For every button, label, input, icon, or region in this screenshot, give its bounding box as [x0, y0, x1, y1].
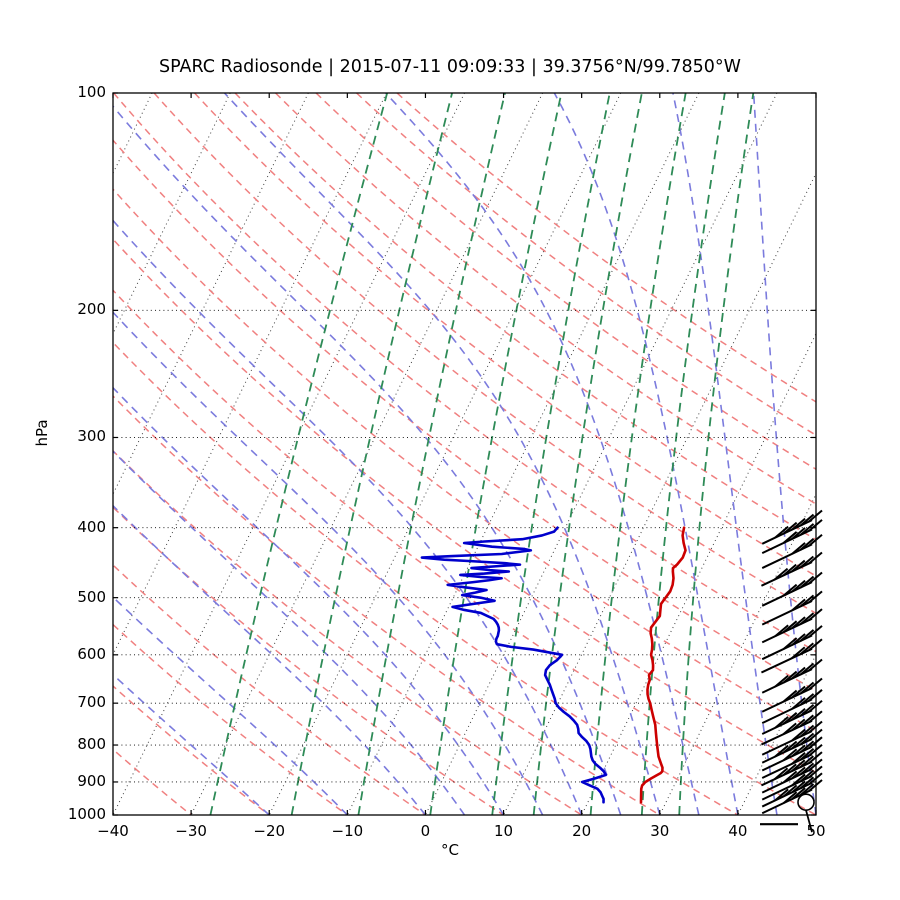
x-tick-label: 40 [728, 822, 748, 840]
x-tick-label: 50 [806, 822, 826, 840]
grid-lines [113, 92, 816, 783]
x-axis-label: °C [441, 841, 459, 859]
axis-ticks [112, 92, 817, 816]
page-title: SPARC Radiosonde | 2015-07-11 09:09:33 |… [159, 57, 741, 77]
background-thermo-lines [113, 93, 816, 815]
y-tick-label: 200 [77, 300, 106, 319]
wind-barbs [760, 509, 823, 833]
y-tick-label: 800 [77, 735, 106, 754]
x-tick-label: −30 [175, 822, 207, 840]
y-tick-label: 300 [77, 427, 106, 446]
x-tick-label: 0 [420, 822, 431, 840]
x-tick-label: −40 [97, 822, 129, 840]
y-tick-label: 700 [77, 693, 106, 712]
sounding-profiles [420, 526, 687, 804]
axes-frame [112, 92, 817, 816]
y-tick-label: 100 [77, 83, 106, 101]
x-tick-label: 20 [572, 822, 592, 840]
x-tick-label: −10 [331, 822, 364, 840]
y-tick-label: 900 [77, 771, 106, 790]
x-tick-label: 30 [650, 822, 670, 840]
y-tick-label: 1000 [67, 805, 106, 823]
y-tick-label: 600 [77, 644, 106, 663]
x-tick-label: 10 [494, 822, 514, 840]
x-tick-label: −20 [253, 822, 286, 840]
y-tick-label: 500 [77, 587, 106, 606]
y-tick-label: 400 [77, 517, 106, 536]
